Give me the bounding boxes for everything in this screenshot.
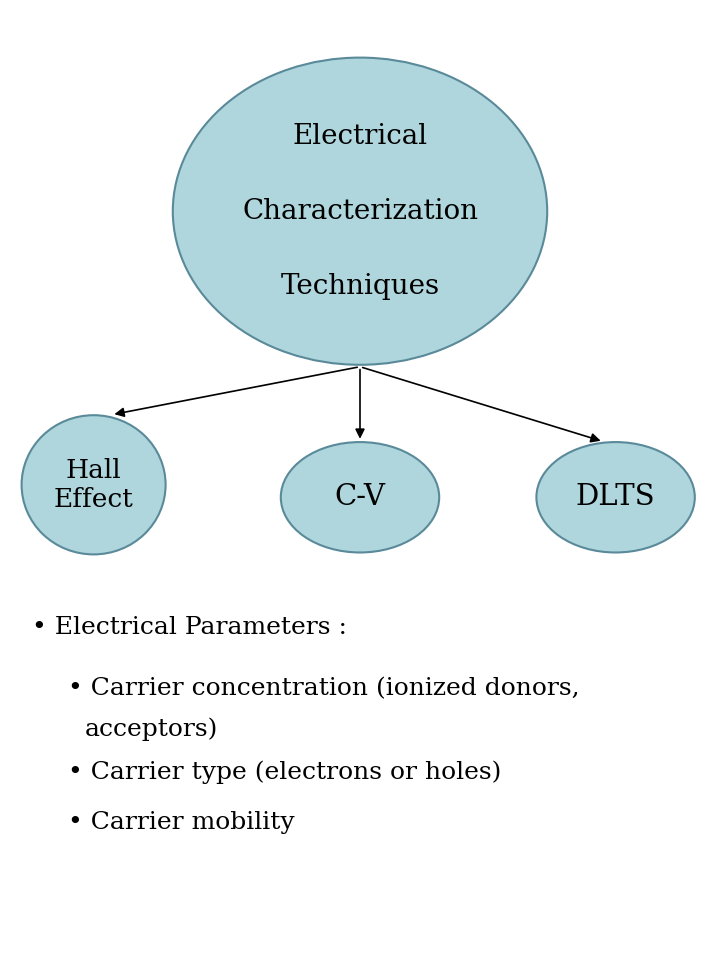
- Text: Electrical

Characterization

Techniques: Electrical Characterization Techniques: [242, 123, 478, 300]
- Ellipse shape: [22, 416, 166, 554]
- Text: • Carrier type (electrons or holes): • Carrier type (electrons or holes): [68, 760, 502, 784]
- Text: C-V: C-V: [335, 483, 385, 512]
- Text: Hall
Effect: Hall Effect: [54, 458, 133, 512]
- Ellipse shape: [281, 442, 439, 553]
- Text: • Carrier concentration (ionized donors,: • Carrier concentration (ionized donors,: [68, 677, 580, 700]
- Text: • Electrical Parameters :: • Electrical Parameters :: [32, 616, 347, 639]
- Text: acceptors): acceptors): [85, 717, 218, 741]
- Text: • Carrier mobility: • Carrier mobility: [68, 811, 295, 834]
- Ellipse shape: [536, 442, 695, 553]
- Text: DLTS: DLTS: [576, 483, 655, 512]
- Ellipse shape: [173, 58, 547, 365]
